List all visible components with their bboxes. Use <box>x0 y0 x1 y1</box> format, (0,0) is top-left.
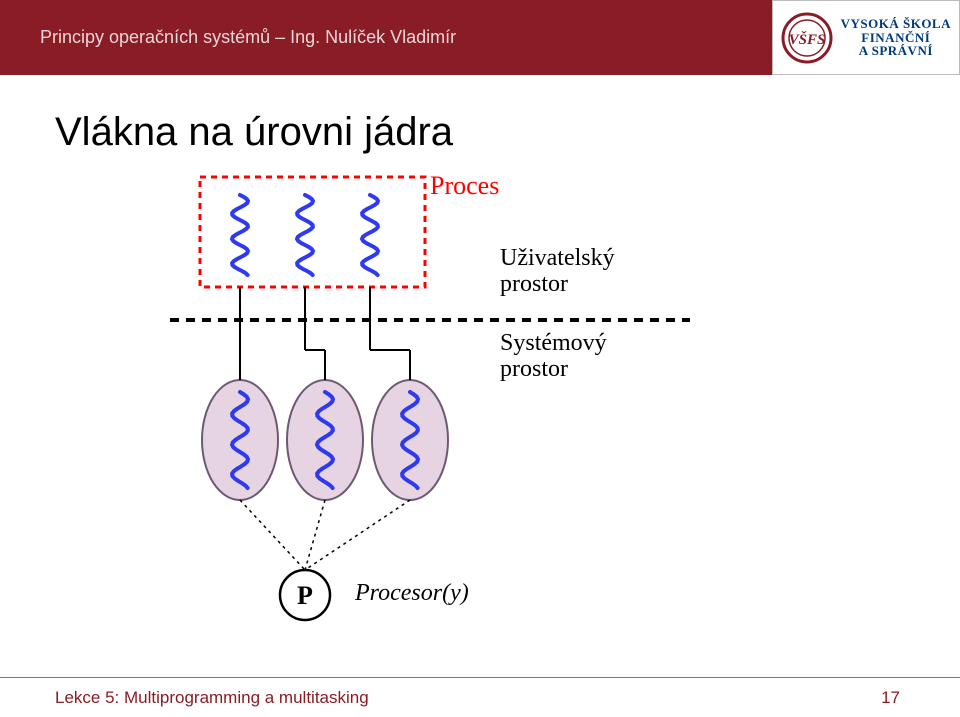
footer-page: 17 <box>881 688 900 708</box>
label-sys-space-1: Systémový <box>500 330 607 356</box>
diagram-svg: P <box>170 165 860 635</box>
logo-line-2: FINANČNÍ <box>841 31 951 45</box>
label-processor: Procesor(y) <box>355 580 469 607</box>
label-process: Proces <box>430 171 499 201</box>
school-logo: VŠFS VYSOKÁ ŠKOLA FINANČNÍ A SPRÁVNÍ <box>772 0 960 75</box>
logo-name-block: VYSOKÁ ŠKOLA FINANČNÍ A SPRÁVNÍ <box>841 17 951 58</box>
label-sys-space-2: prostor <box>500 356 568 382</box>
logo-line-1: VYSOKÁ ŠKOLA <box>841 17 951 31</box>
thread-diagram: P Proces Uživatelský prostor Systémový p… <box>170 165 860 635</box>
processor-letter: P <box>297 581 313 610</box>
logo-line-3: A SPRÁVNÍ <box>841 44 951 58</box>
slide-title: Vlákna na úrovni jádra <box>55 110 453 155</box>
label-user-space-2: prostor <box>500 271 568 297</box>
footer-lesson: Lekce 5: Multiprogramming a multitasking <box>55 688 369 708</box>
logo-seal-icon: VŠFS <box>781 12 833 64</box>
label-user-space: Uživatelský prostor <box>500 245 615 298</box>
slide-header: Principy operačních systémů – Ing. Nulíč… <box>0 0 960 75</box>
logo-seal-text: VŠFS <box>788 31 825 48</box>
label-sys-space: Systémový prostor <box>500 330 607 383</box>
header-bar: Principy operačních systémů – Ing. Nulíč… <box>0 0 772 75</box>
course-title: Principy operačních systémů – Ing. Nulíč… <box>40 27 456 48</box>
slide-footer: Lekce 5: Multiprogramming a multitasking… <box>0 677 960 717</box>
label-user-space-1: Uživatelský <box>500 245 615 271</box>
